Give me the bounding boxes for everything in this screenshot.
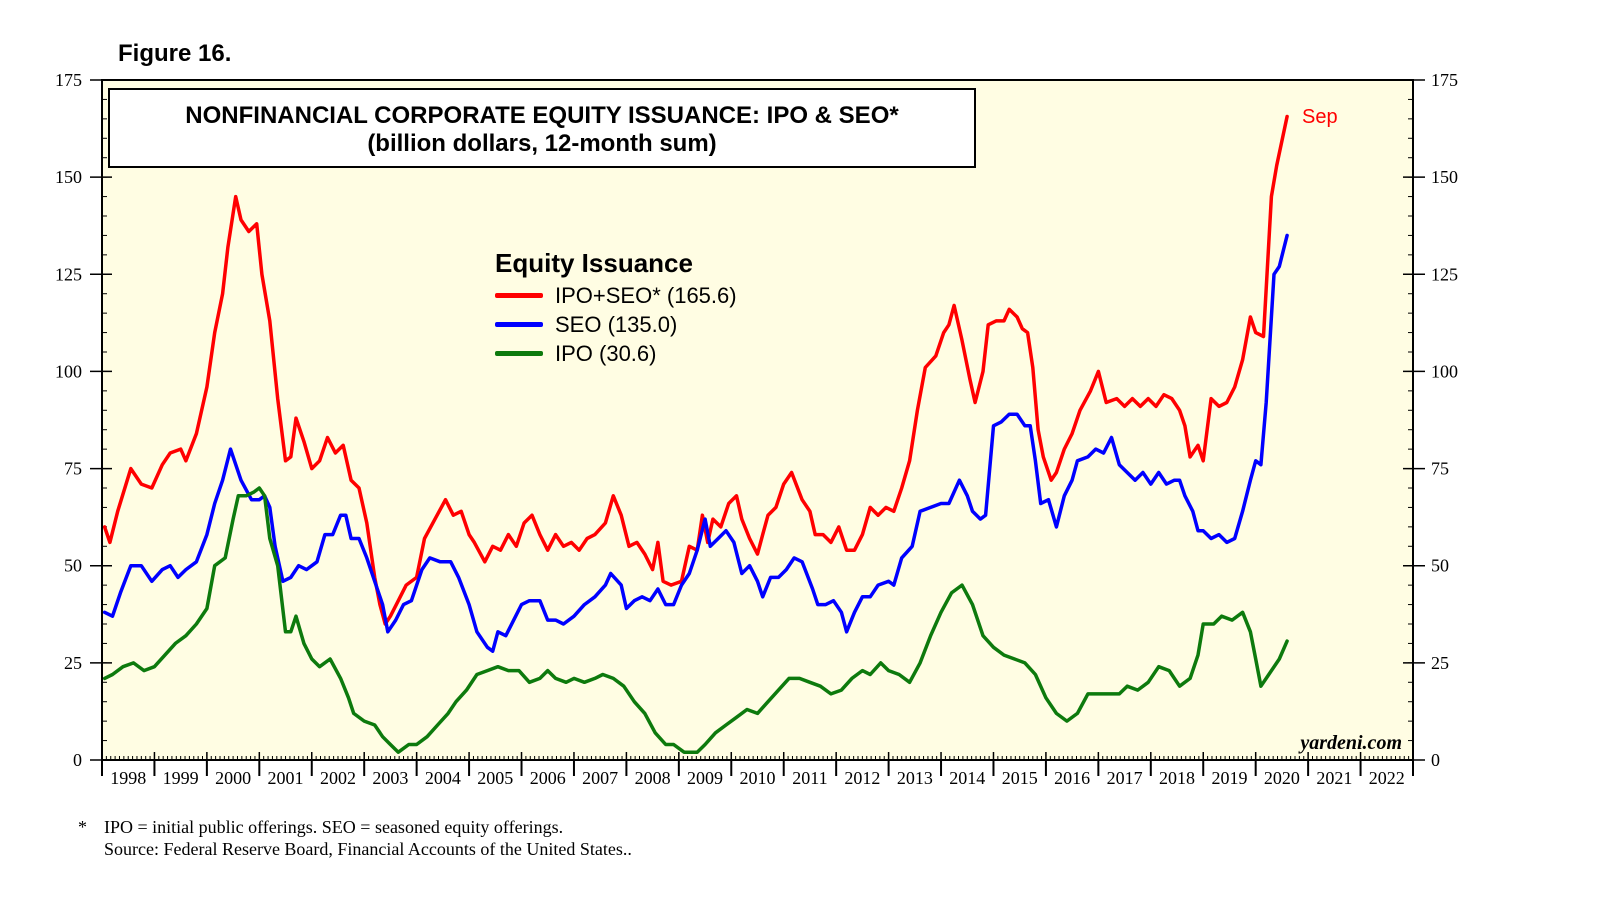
legend-label-ipo: IPO (30.6) [555,340,657,366]
series-line-seo [102,233,1289,653]
x-tick-label: 1999 [163,768,199,788]
x-tick-label: 2013 [897,768,933,788]
x-tick-label: 2022 [1369,768,1405,788]
legend-label-seo: SEO (135.0) [555,311,678,337]
legend-swatch-seo [495,322,543,327]
legend-item-seo: SEO (135.0) [495,310,737,339]
x-tick-label: 2005 [477,768,513,788]
y-tick-label-right: 75 [1431,459,1449,479]
y-tick-label-right: 175 [1431,70,1458,90]
x-tick-label: 2017 [1107,768,1143,788]
x-tick-label: 2011 [792,768,827,788]
y-tick-label-right: 100 [1431,361,1458,381]
x-tick-label: 2009 [687,768,723,788]
series-line-ipo [102,486,1289,754]
x-tick-label: 2003 [372,768,408,788]
y-tick-label-left: 100 [55,361,82,381]
chart-title-box: NONFINANCIAL CORPORATE EQUITY ISSUANCE: … [108,88,976,168]
legend-title: Equity Issuance [495,248,693,278]
x-tick-label: 2006 [530,768,566,788]
legend-item-ipo-seo: IPO+SEO* (165.6) [495,281,737,310]
x-tick-label: 2018 [1159,768,1195,788]
x-tick-label: 1998 [110,768,146,788]
x-tick-label: 2002 [320,768,356,788]
series-lines [102,114,1289,754]
x-tick-label: 2008 [635,768,671,788]
y-tick-label-left: 75 [64,459,82,479]
y-tick-label-right: 125 [1431,264,1458,284]
x-tick-label: 2014 [949,768,985,788]
y-tick-label-right: 25 [1431,653,1449,673]
y-tick-label-left: 50 [64,556,82,576]
x-tick-label: 2004 [425,768,461,788]
x-tick-label: 2001 [268,768,304,788]
footnote-row: * IPO = initial public offerings. SEO = … [78,816,632,838]
x-tick-label: 2021 [1316,768,1352,788]
y-tick-label-left: 0 [73,750,82,770]
x-tick-label: 2000 [215,768,251,788]
x-tick-label: 2010 [740,768,776,788]
source-row: Source: Federal Reserve Board, Financial… [78,838,632,860]
x-tick-label: 2020 [1264,768,1300,788]
x-tick-label: 2019 [1211,768,1247,788]
y-tick-label-right: 50 [1431,556,1449,576]
figure-label: Figure 16. [118,40,232,67]
axis-labels: 0 0 25 25 50 50 75 75 100 100 125 125 150 150 175 175 19… [55,70,1458,788]
chart-title: NONFINANCIAL CORPORATE EQUITY ISSUANCE: … [185,102,899,129]
plot-area [102,80,1413,760]
series-line-ipo-seo [102,114,1289,626]
end-label-sep: Sep [1302,106,1338,128]
plot-frame [101,79,1414,761]
y-tick-label-left: 125 [55,264,82,284]
x-tick-label: 2015 [1002,768,1038,788]
source-text: Source: Federal Reserve Board, Financial… [104,839,632,859]
footnote-text: IPO = initial public offerings. SEO = se… [104,817,564,837]
y-tick-label-right: 0 [1431,750,1440,770]
legend-item-ipo: IPO (30.6) [495,339,737,368]
legend-swatch-ipo [495,351,543,356]
footnote-block: * IPO = initial public offerings. SEO = … [78,816,632,860]
y-tick-label-left: 25 [64,653,82,673]
chart-subtitle: (billion dollars, 12-month sum) [367,130,717,157]
y-tick-label-left: 150 [55,167,82,187]
y-tick-label-left: 175 [55,70,82,90]
credit-yardeni: yardeni.com [1300,732,1402,754]
x-tick-label: 2007 [582,768,618,788]
legend-swatch-ipo-seo [495,293,543,298]
x-tick-label: 2016 [1054,768,1090,788]
legend: Equity Issuance IPO+SEO* (165.6) SEO (13… [495,248,737,368]
y-tick-label-right: 150 [1431,167,1458,187]
legend-label-ipo-seo: IPO+SEO* (165.6) [555,282,737,308]
footnote-star: * [78,817,87,837]
x-tick-label: 2012 [844,768,880,788]
